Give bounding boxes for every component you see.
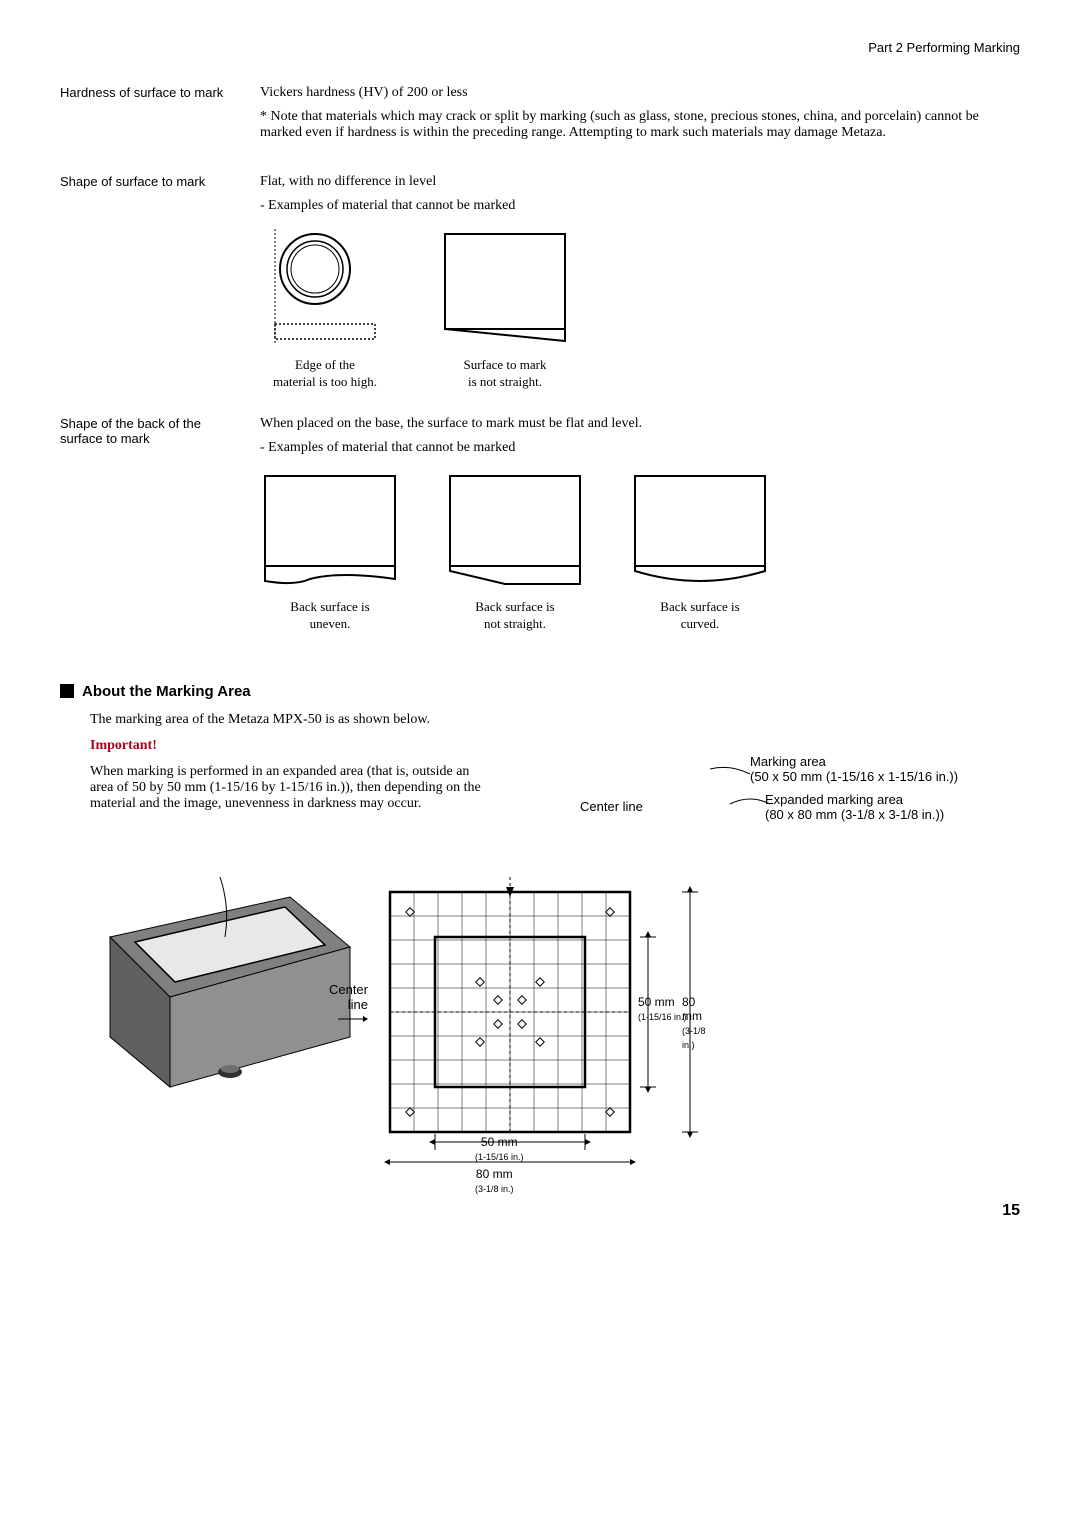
row-note: * Note that materials which may crack or…	[260, 109, 1020, 141]
row-label: Shape of the back of the surface to mark	[60, 416, 260, 633]
example-not-straight: Surface to mark is not straight.	[440, 229, 570, 391]
row-label: Hardness of surface to mark	[60, 85, 260, 149]
center-line-label: Center line	[580, 799, 643, 814]
examples-title: - Examples of material that cannot be ma…	[260, 198, 1020, 214]
caption-line1: Back surface is	[475, 599, 554, 614]
page-number: 15	[60, 1202, 1020, 1220]
caption-line2: uneven.	[310, 616, 351, 631]
uneven-back-icon	[260, 471, 400, 591]
row-content: Flat, with no difference in level - Exam…	[260, 174, 1020, 391]
wedge-icon	[440, 229, 570, 349]
row-content: When placed on the base, the surface to …	[260, 416, 1020, 633]
example-curved: Back surface is curved.	[630, 471, 770, 633]
dim-80-bottom: 80 mm(3-1/8 in.)	[475, 1167, 514, 1195]
spec-row-shape-surface: Shape of surface to mark Flat, with no d…	[60, 174, 1020, 391]
caption-line2: curved.	[681, 616, 720, 631]
example-back-not-straight: Back surface is not straight.	[445, 471, 585, 633]
spec-row-shape-back: Shape of the back of the surface to mark…	[60, 416, 1020, 633]
example-edge-high: Edge of the material is too high.	[260, 229, 390, 391]
important-text: When marking is performed in an expanded…	[90, 764, 490, 812]
dim-50-right: 50 mm(1-15/16 in.)	[638, 995, 687, 1023]
caption-line2: is not straight.	[468, 374, 542, 389]
section-heading: About the Marking Area	[60, 683, 1020, 700]
row-label: Shape of surface to mark	[60, 174, 260, 391]
dim-50-bottom: 50 mm(1-15/16 in.)	[475, 1135, 524, 1163]
heading-text: About the Marking Area	[82, 683, 251, 700]
caption-line2: material is too high.	[273, 374, 377, 389]
row-main: Vickers hardness (HV) of 200 or less	[260, 85, 1020, 101]
center-line-side-label: Center line	[320, 982, 368, 1027]
spec-row-hardness: Hardness of surface to mark Vickers hard…	[60, 85, 1020, 149]
important-label: Important!	[90, 738, 1020, 754]
page-header: Part 2 Performing Marking	[60, 40, 1020, 55]
curved-back-icon	[630, 471, 770, 591]
example-uneven: Back surface is uneven.	[260, 471, 400, 633]
grid-diagram-icon	[370, 877, 710, 1177]
ring-on-box-icon	[260, 229, 390, 349]
caption-line1: Edge of the	[295, 357, 355, 372]
caption-line1: Surface to mark	[463, 357, 546, 372]
intro-text: The marking area of the Metaza MPX-50 is…	[90, 712, 1020, 728]
caption-line2: not straight.	[484, 616, 546, 631]
bullet-square-icon	[60, 684, 74, 698]
row-main: When placed on the base, the surface to …	[260, 416, 1020, 432]
row-content: Vickers hardness (HV) of 200 or less * N…	[260, 85, 1020, 149]
examples-title: - Examples of material that cannot be ma…	[260, 440, 1020, 456]
marking-area-label: Marking area (50 x 50 mm (1-15/16 x 1-15…	[750, 754, 958, 784]
caption-line1: Back surface is	[290, 599, 369, 614]
caption-line1: Back surface is	[660, 599, 739, 614]
row-main: Flat, with no difference in level	[260, 174, 1020, 190]
slanted-back-icon	[445, 471, 585, 591]
dim-80-right: 80 mm(3-1/8 in.)	[682, 995, 710, 1051]
expanded-area-label: Expanded marking area (80 x 80 mm (3-1/8…	[765, 792, 944, 822]
